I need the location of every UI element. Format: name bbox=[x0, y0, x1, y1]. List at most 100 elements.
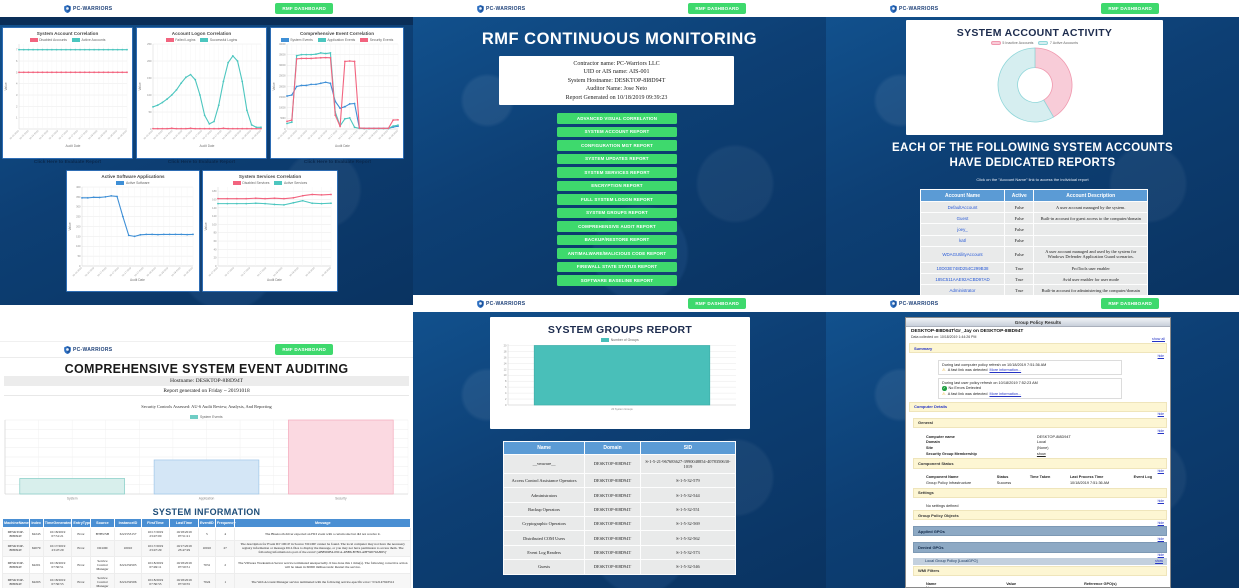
table-row: DESKTOP-8I8D94T 62079 10/17/2019 23:47:29 E… bbox=[2, 539, 411, 558]
section-band-summary[interactable]: Summary bbox=[909, 343, 1167, 354]
rmf-dashboard-button[interactable]: RMF DASHBOARD bbox=[1101, 298, 1159, 309]
evaluate-report-link[interactable]: Click Here to Evaluate Report bbox=[33, 160, 102, 165]
svg-text:0: 0 bbox=[505, 402, 507, 406]
report-button-system-updates-report[interactable]: SYSTEM UPDATES REPORT bbox=[557, 153, 677, 164]
table-row: Event Log Readers DESKTOP-8I8D94T S-1-5-32… bbox=[502, 544, 737, 561]
svg-text:5000: 5000 bbox=[280, 118, 286, 120]
hide-link[interactable]: hide bbox=[1157, 498, 1164, 503]
pc-warriors-logo[interactable]: PC-WARRIORS bbox=[64, 4, 112, 13]
report-button-system-services-report[interactable]: SYSTEM SERVICES REPORT bbox=[557, 167, 677, 178]
pc-warriors-logo[interactable]: PC-WARRIORS bbox=[477, 4, 525, 13]
warning-icon: ⚠ bbox=[942, 391, 946, 397]
section-band-component-status: Component Status bbox=[913, 458, 1167, 469]
account-activity-panel: PC-WARRIORS RMF DASHBOARD SYSTEM ACCOUNT… bbox=[826, 0, 1239, 295]
report-button-system-account-report[interactable]: SYSTEM ACCOUNT REPORT bbox=[557, 126, 677, 137]
svg-text:Value: Value bbox=[68, 222, 72, 230]
svg-text:10-17-2019: 10-17-2019 bbox=[109, 266, 120, 277]
svg-text:10-17-2019: 10-17-2019 bbox=[212, 129, 223, 140]
more-information-link[interactable]: More information... bbox=[989, 368, 1022, 373]
report-button-firewall-state-status-report[interactable]: FIREWALL STATE STATUS REPORT bbox=[557, 261, 677, 272]
svg-text:16: 16 bbox=[504, 355, 507, 359]
hide-link[interactable]: hide bbox=[1157, 536, 1164, 541]
report-button-advanced-visual-correlation[interactable]: ADVANCED VISUAL CORRELATION bbox=[557, 113, 677, 124]
chart-legend: System Events Application Events Security … bbox=[280, 37, 393, 42]
svg-text:2: 2 bbox=[16, 104, 18, 108]
svg-text:Audit Date: Audit Date bbox=[200, 144, 215, 148]
rmf-dashboard-button[interactable]: RMF DASHBOARD bbox=[275, 344, 333, 355]
svg-text:Audit Date: Audit Date bbox=[130, 278, 145, 282]
section-heading-line1: EACH OF THE FOLLOWING SYSTEM ACCOUNTS bbox=[892, 142, 1173, 154]
gp-window-title: Group Policy Results bbox=[906, 318, 1170, 327]
pc-warriors-logo[interactable]: PC-WARRIORS bbox=[890, 4, 938, 13]
show-link[interactable]: show bbox=[1036, 451, 1046, 456]
svg-text:10-16-2019: 10-16-2019 bbox=[48, 129, 59, 140]
svg-text:25000: 25000 bbox=[279, 75, 286, 77]
report-button-backup-restore-report[interactable]: BACKUP/RESTORE REPORT bbox=[557, 234, 677, 245]
hide-link[interactable]: hide bbox=[1157, 353, 1164, 358]
svg-text:10-17-2019: 10-17-2019 bbox=[208, 266, 219, 277]
svg-text:10-17-2019: 10-17-2019 bbox=[224, 266, 235, 277]
evaluate-report-link[interactable]: Click Here to Evaluate Report bbox=[167, 160, 236, 165]
svg-text:Value: Value bbox=[272, 82, 276, 90]
evaluate-report-link[interactable]: Click Here to Evaluate Report bbox=[303, 160, 372, 165]
hide-link[interactable]: hide bbox=[1157, 412, 1164, 417]
app-header: PC-WARRIORS RMF DASHBOARD bbox=[826, 295, 1239, 312]
pc-warriors-logo[interactable]: PC-WARRIORS bbox=[890, 299, 939, 308]
user-refresh-text: During last user policy refresh on 10/18… bbox=[942, 380, 1038, 385]
pc-warriors-logo[interactable]: PC-WARRIORS bbox=[477, 299, 526, 308]
svg-text:10-16-2019: 10-16-2019 bbox=[172, 129, 183, 140]
rmf-dashboard-button[interactable]: RMF DASHBOARD bbox=[1101, 3, 1159, 14]
section-band-computer-details[interactable]: Computer Details bbox=[909, 401, 1167, 412]
hide-link[interactable]: hide bbox=[1157, 469, 1164, 474]
account-name-link[interactable]: WDAGUtilityAccount bbox=[920, 245, 1005, 263]
hide-link[interactable]: hide bbox=[1157, 553, 1164, 558]
rmf-dashboard-button[interactable]: RMF DASHBOARD bbox=[688, 3, 746, 14]
svg-text:12: 12 bbox=[504, 367, 507, 371]
svg-text:0: 0 bbox=[79, 263, 81, 267]
report-button-antimalware-malicious-code-report[interactable]: ANTIMALWARE/MALICIOUS CODE REPORT bbox=[557, 248, 677, 259]
show-all-link[interactable]: show all bbox=[1152, 337, 1165, 341]
report-button-full-system-logon-report[interactable]: FULL SYSTEM LOGON REPORT bbox=[557, 194, 677, 205]
account-name-link[interactable]: joey_ bbox=[920, 223, 1005, 236]
chart-card-comprehensive-event-correlation: Comprehensive Event Correlation System E… bbox=[270, 27, 404, 159]
legend-item: Active Accounts bbox=[71, 37, 105, 42]
account-name-link[interactable]: Administrator bbox=[920, 284, 1005, 295]
svg-text:200: 200 bbox=[147, 58, 152, 62]
pc-warriors-logo[interactable]: PC-WARRIORS bbox=[64, 345, 112, 354]
chart-card-active-software: Active Software Applications Active Soft… bbox=[66, 170, 200, 292]
logo-text: PC-WARRIORS bbox=[899, 300, 939, 307]
svg-text:10-17-2019: 10-17-2019 bbox=[337, 129, 348, 140]
svg-text:40: 40 bbox=[214, 247, 217, 251]
logo-text: PC-WARRIORS bbox=[486, 300, 526, 307]
rmf-dashboard-button[interactable]: RMF DASHBOARD bbox=[275, 3, 333, 14]
account-name-link[interactable]: DefaultAccount bbox=[920, 200, 1005, 214]
report-button-comprehensive-audit-report[interactable]: COMPREHENSIVE AUDIT REPORT bbox=[557, 221, 677, 232]
report-button-software-baseline-report[interactable]: SOFTWARE BASELINE REPORT bbox=[557, 275, 677, 286]
account-name-link[interactable]: 10D03E748D254C299B38 bbox=[920, 261, 1005, 275]
more-information-link[interactable]: More information... bbox=[989, 392, 1022, 397]
show-link[interactable]: show bbox=[1155, 559, 1163, 564]
info-line: Contractor name: PC-Warriors LLC bbox=[573, 61, 660, 67]
svg-text:6: 6 bbox=[505, 385, 507, 389]
fast-link-text: A fast link was detected bbox=[947, 368, 988, 373]
account-name-link[interactable]: katl bbox=[920, 234, 1005, 247]
svg-text:60: 60 bbox=[214, 239, 217, 243]
hide-link[interactable]: hide bbox=[1157, 520, 1164, 525]
column-header: Index bbox=[28, 518, 44, 528]
account-name-link[interactable]: 185C511AAE92ACBD97AD bbox=[920, 273, 1005, 286]
report-button-system-groups-report[interactable]: SYSTEM GROUPS REPORT bbox=[557, 207, 677, 218]
groups-bar-chart: 02 4 6 8 10 12 14 16 18 20 20 System Groups bbox=[504, 343, 736, 410]
section-band-gpo: Group Policy Objects bbox=[913, 510, 1167, 521]
hide-link[interactable]: hide bbox=[1157, 428, 1164, 433]
event-auditing-panel: PC-WARRIORS RMF DASHBOARD COMPREHENSIVE … bbox=[0, 305, 413, 588]
svg-text:250: 250 bbox=[76, 214, 81, 218]
svg-text:100: 100 bbox=[212, 222, 217, 226]
svg-text:10: 10 bbox=[504, 373, 507, 377]
report-button-encryption-report[interactable]: ENCRYPTION REPORT bbox=[557, 180, 677, 191]
svg-text:10-18-2019: 10-18-2019 bbox=[171, 266, 182, 277]
rmf-dashboard-button[interactable]: RMF DASHBOARD bbox=[688, 298, 746, 309]
table-row: DefaultAccount False A user account manage… bbox=[920, 200, 1148, 214]
section-band-wmi-filters: WMI Filters bbox=[913, 565, 1167, 576]
account-name-link[interactable]: Guest bbox=[920, 212, 1005, 225]
report-button-configuration-mgt-report[interactable]: CONFIGURATION MGT REPORT bbox=[557, 140, 677, 151]
